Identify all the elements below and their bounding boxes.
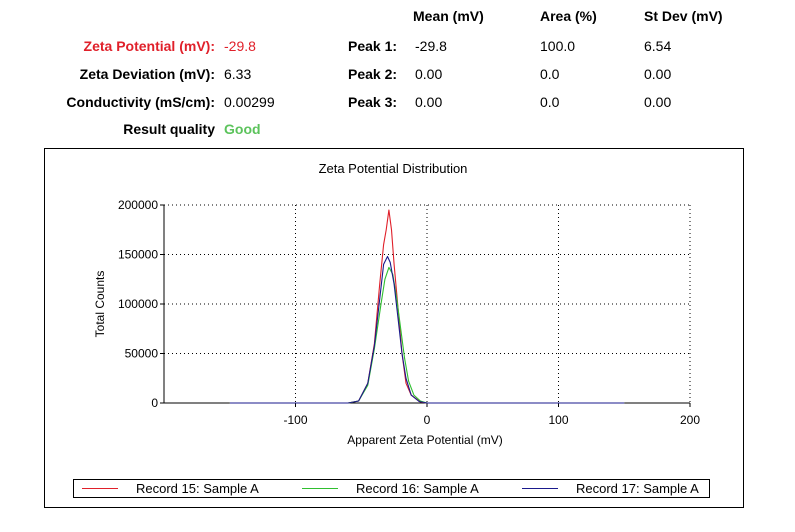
series-line-2 (229, 266, 625, 404)
zeta-deviation-value: 6.33 (224, 66, 252, 82)
header-area: Area (%) (540, 8, 597, 24)
conductivity-value: 0.00299 (224, 94, 275, 110)
legend-label-3: Record 17: Sample A (576, 481, 699, 496)
peak-3-mean: 0.00 (415, 94, 443, 110)
peak-1-stdev: 6.54 (644, 38, 672, 54)
result-quality-label: Result quality (123, 121, 215, 137)
y-axis-label: Total Counts (93, 271, 107, 338)
y-tick-label: 100000 (118, 297, 158, 311)
peak-1-mean: -29.8 (415, 38, 447, 54)
peak-2-mean: 0.00 (415, 66, 443, 82)
conductivity-label: Conductivity (mS/cm): (66, 94, 215, 110)
y-tick-label: 150000 (118, 248, 158, 262)
y-tick-label: 200000 (118, 198, 158, 212)
peak-3-area: 0.0 (540, 94, 560, 110)
peak-2-label: Peak 2: (348, 66, 398, 82)
header-stdev: St Dev (mV) (644, 8, 723, 24)
x-tick-label: -100 (283, 413, 307, 427)
legend-swatch-1 (82, 488, 118, 489)
legend-label-2: Record 16: Sample A (356, 481, 479, 496)
zeta-potential-value: -29.8 (224, 38, 256, 54)
zeta-potential-label: Zeta Potential (mV): (83, 38, 215, 54)
peak-2-stdev: 0.00 (644, 66, 672, 82)
peak-3-label: Peak 3: (348, 94, 398, 110)
x-axis-label: Apparent Zeta Potential (mV) (347, 433, 502, 447)
legend-label-1: Record 15: Sample A (136, 481, 259, 496)
header-mean: Mean (mV) (413, 8, 484, 24)
y-tick-label: 50000 (125, 347, 159, 361)
chart-legend: Record 15: Sample A Record 16: Sample A … (73, 479, 710, 498)
peak-2-area: 0.0 (540, 66, 560, 82)
result-quality-value: Good (224, 121, 261, 137)
x-tick-label: 0 (424, 413, 431, 427)
peak-1-label: Peak 1: (348, 38, 398, 54)
series-line-3 (229, 255, 625, 404)
chart-frame (44, 148, 744, 508)
x-tick-label: 200 (680, 413, 700, 427)
peak-3-stdev: 0.00 (644, 94, 672, 110)
chart-title: Zeta Potential Distribution (319, 161, 468, 176)
zeta-deviation-label: Zeta Deviation (mV): (79, 66, 215, 82)
peak-1-area: 100.0 (540, 38, 576, 54)
y-tick-label: 0 (151, 396, 158, 410)
legend-swatch-3 (522, 488, 558, 489)
x-tick-label: 100 (548, 413, 568, 427)
series-line-1 (229, 209, 625, 404)
legend-swatch-2 (302, 488, 338, 489)
